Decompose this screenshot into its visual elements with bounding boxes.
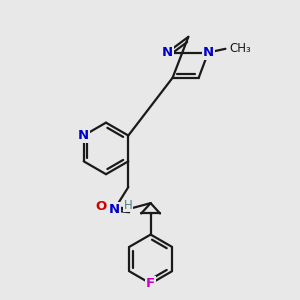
Text: F: F [146,277,155,290]
Text: N: N [162,46,173,59]
Text: CH₃: CH₃ [229,42,251,55]
Text: N: N [109,203,120,216]
Text: N: N [78,129,89,142]
Text: O: O [96,200,107,213]
Text: H: H [124,199,132,212]
Text: N: N [202,46,214,59]
